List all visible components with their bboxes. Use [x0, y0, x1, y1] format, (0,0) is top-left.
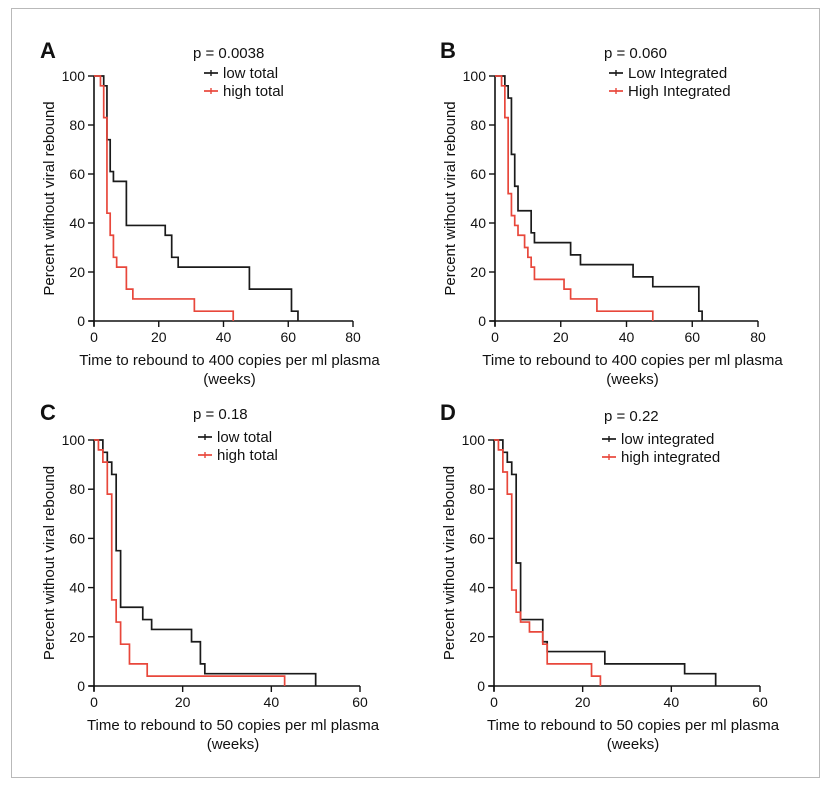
x-tick-label: 60: [684, 329, 700, 345]
p-value-annotation: p = 0.22: [604, 408, 659, 425]
p-value-annotation: p = 0.060: [604, 45, 667, 62]
series-line-red: [94, 439, 286, 686]
y-tick-label: 40: [69, 215, 85, 231]
panel-letter: A: [40, 38, 56, 63]
y-tick-label: 80: [469, 481, 485, 497]
panel-letter: C: [40, 400, 56, 425]
x-tick-label: 80: [750, 329, 766, 345]
y-tick-label: 80: [470, 117, 486, 133]
x-axis-title: Time to rebound to 50 copies per ml plas…: [487, 717, 780, 734]
y-axis-title: Percent without viral rebound: [442, 101, 459, 295]
y-tick-label: 20: [469, 629, 485, 645]
x-tick-label: 20: [151, 329, 167, 345]
y-tick-label: 20: [69, 264, 85, 280]
y-tick-label: 80: [69, 481, 85, 497]
series-line-red: [495, 75, 654, 321]
x-axis-title-units: (weeks): [203, 371, 256, 388]
x-tick-label: 60: [280, 329, 296, 345]
figure-frame: [11, 8, 820, 778]
y-tick-label: 100: [62, 68, 86, 84]
series-line-black: [94, 439, 317, 686]
legend-label: high total: [223, 83, 284, 100]
legend-label: low total: [223, 65, 278, 82]
series-line-black: [495, 75, 703, 321]
x-axis-title-units: (weeks): [607, 736, 660, 753]
y-tick-label: 60: [69, 530, 85, 546]
x-tick-label: 0: [90, 329, 98, 345]
y-tick-label: 40: [469, 580, 485, 596]
legend-label: low integrated: [621, 431, 714, 448]
y-tick-label: 20: [470, 264, 486, 280]
x-axis-title-units: (weeks): [207, 736, 260, 753]
x-tick-label: 0: [90, 694, 98, 710]
panel-letter: D: [440, 400, 456, 425]
x-axis-title: Time to rebound to 400 copies per ml pla…: [79, 352, 380, 369]
y-tick-label: 60: [469, 530, 485, 546]
y-tick-label: 40: [470, 215, 486, 231]
y-tick-label: 80: [69, 117, 85, 133]
legend-label: high total: [217, 447, 278, 464]
y-axis-title: Percent without viral rebound: [441, 466, 458, 660]
x-axis-title-units: (weeks): [606, 371, 659, 388]
x-tick-label: 40: [619, 329, 635, 345]
y-tick-label: 20: [69, 629, 85, 645]
x-tick-label: 0: [490, 694, 498, 710]
series-line-red: [494, 439, 602, 686]
y-tick-label: 0: [477, 678, 485, 694]
legend-label: high integrated: [621, 449, 720, 466]
series-line-red: [94, 75, 235, 321]
y-tick-label: 0: [77, 678, 85, 694]
x-tick-label: 40: [264, 694, 280, 710]
legend-label: Low Integrated: [628, 65, 727, 82]
x-tick-label: 60: [752, 694, 768, 710]
x-tick-label: 60: [352, 694, 368, 710]
y-tick-label: 0: [478, 313, 486, 329]
y-tick-label: 100: [462, 432, 486, 448]
x-tick-label: 80: [345, 329, 361, 345]
y-tick-label: 60: [69, 166, 85, 182]
panel-letter: B: [440, 38, 456, 63]
legend-label: low total: [217, 429, 272, 446]
y-tick-label: 100: [463, 68, 487, 84]
x-tick-label: 20: [175, 694, 191, 710]
x-tick-label: 20: [553, 329, 569, 345]
series-line-black: [94, 75, 299, 321]
x-tick-label: 40: [664, 694, 680, 710]
x-axis-title: Time to rebound to 50 copies per ml plas…: [87, 717, 380, 734]
x-tick-label: 20: [575, 694, 591, 710]
y-tick-label: 100: [62, 432, 86, 448]
x-tick-label: 40: [216, 329, 232, 345]
y-tick-label: 0: [77, 313, 85, 329]
p-value-annotation: p = 0.0038: [193, 45, 264, 62]
legend-label: High Integrated: [628, 83, 731, 100]
p-value-annotation: p = 0.18: [193, 406, 248, 423]
y-axis-title: Percent without viral rebound: [41, 466, 58, 660]
y-tick-label: 40: [69, 580, 85, 596]
x-axis-title: Time to rebound to 400 copies per ml pla…: [482, 352, 783, 369]
y-axis-title: Percent without viral rebound: [41, 101, 58, 295]
y-tick-label: 60: [470, 166, 486, 182]
x-tick-label: 0: [491, 329, 499, 345]
series-line-black: [494, 439, 717, 686]
